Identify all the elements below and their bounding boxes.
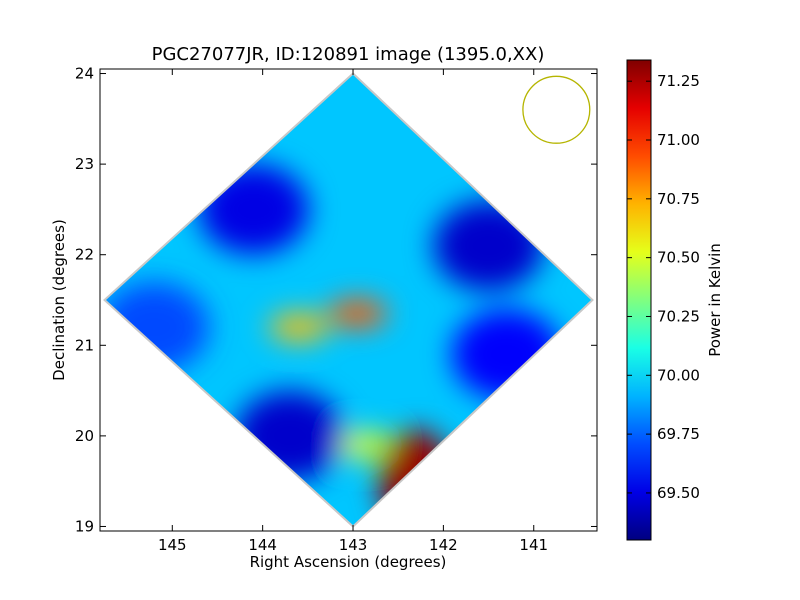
x-tick-label: 143 [339, 536, 368, 554]
colorbar-label: Power in Kelvin [706, 243, 724, 357]
colorbar-ticks: 69.50 69.75 70.00 70.25 70.50 70.75 71.00 71.25 [627, 72, 700, 502]
colorbar-bar [626, 59, 652, 541]
colorbar-tick-label: 69.50 [657, 484, 700, 502]
colorbar-tick-label: 70.00 [657, 366, 700, 384]
colorbar-tick-label: 69.75 [657, 425, 700, 443]
y-tick-label: 20 [75, 427, 94, 445]
colorbar-tick-label: 71.25 [657, 72, 700, 90]
colorbar: 69.50 69.75 70.00 70.25 70.50 70.75 71.00 71.25… [626, 59, 724, 541]
x-tick-label: 144 [248, 536, 277, 554]
chart-title: PGC27077JR, ID:120891 image (1395.0,XX) [152, 44, 545, 65]
y-axis: 19 20 21 22 23 24 [75, 65, 597, 535]
beam-marker-circle [522, 75, 591, 144]
x-tick-label: 145 [158, 536, 187, 554]
y-tick-label: 21 [75, 336, 94, 354]
x-axis: 145 144 143 142 141 [158, 69, 548, 554]
x-axis-label: Right Ascension (degrees) [250, 553, 447, 571]
footprint-background [104, 73, 593, 527]
colorbar-tick-label: 70.75 [657, 190, 700, 208]
heatmap-hot-spot-1 [327, 299, 388, 328]
y-tick-label: 24 [75, 65, 94, 83]
heatmap-hot-spot-3 [332, 430, 393, 459]
y-tick-label: 23 [75, 155, 94, 173]
y-axis-label: Declination (degrees) [50, 219, 68, 381]
colorbar-tick-label: 70.50 [657, 249, 700, 267]
heatmap-hot-spot-2 [268, 313, 329, 342]
colorbar-tick-label: 70.25 [657, 307, 700, 325]
y-tick-label: 19 [75, 517, 94, 535]
plot-frame [99, 68, 598, 532]
x-tick-label: 141 [519, 536, 548, 554]
x-tick-label: 142 [429, 536, 458, 554]
y-tick-label: 22 [75, 246, 94, 264]
beam-marker-layer [522, 75, 591, 144]
colorbar-tick-label: 71.00 [657, 131, 700, 149]
